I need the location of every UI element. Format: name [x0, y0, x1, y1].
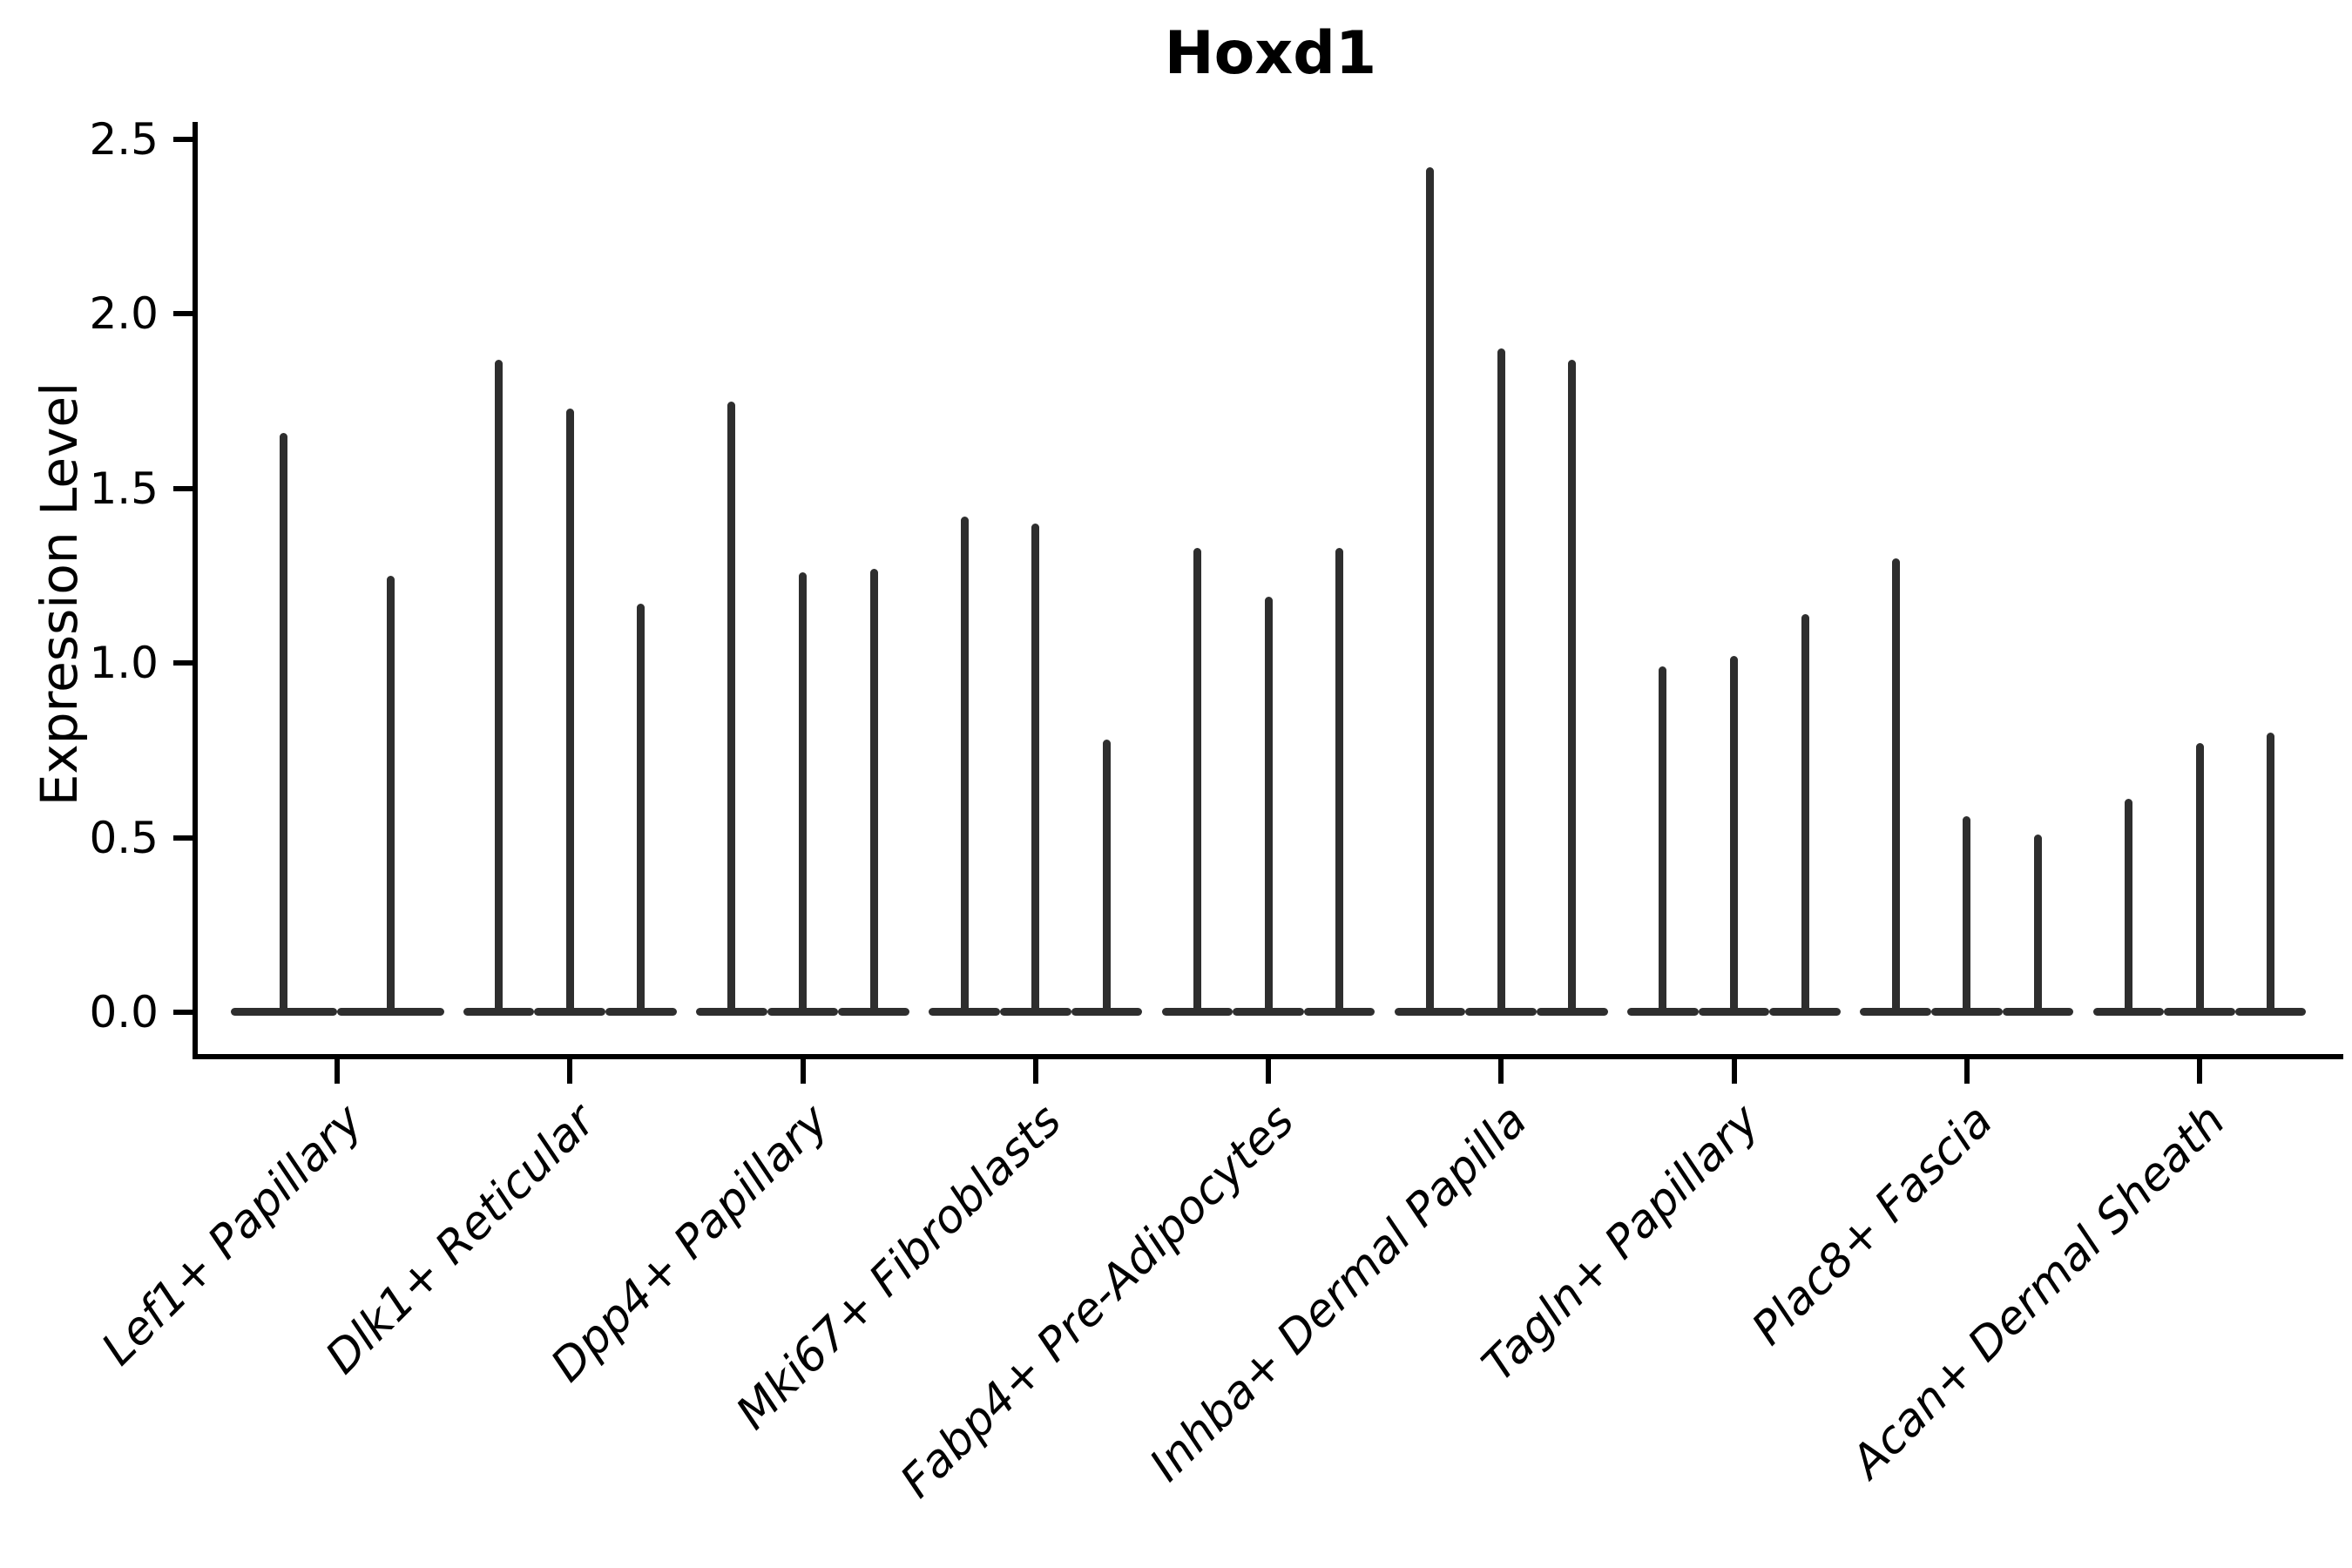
violin-base — [999, 1008, 1071, 1017]
x-tick-mark — [1498, 1059, 1504, 1084]
violin-spike — [799, 571, 807, 1012]
violin-base — [838, 1008, 909, 1017]
violin-base — [1930, 1008, 2003, 1017]
plot-area: 0.0 0.5 1.0 1.5 2.0 2.5 Lef1+ Papillary Dlk1+ R… — [89, 118, 2343, 1508]
violin-spike — [1963, 816, 1971, 1012]
x-tick-mark — [567, 1059, 573, 1084]
violin-spike — [637, 604, 645, 1012]
y-axis-spine — [193, 122, 198, 1059]
violin-base — [1698, 1008, 1770, 1017]
violin-base — [534, 1008, 606, 1017]
x-tick-label: Fabp4+ Pre-Adipocytes — [890, 1094, 1305, 1509]
violin-base — [2234, 1008, 2307, 1017]
violin-spike — [1031, 523, 1040, 1012]
violin-base — [2002, 1008, 2074, 1017]
violin-spike — [1891, 558, 1900, 1012]
violin-spike — [1730, 656, 1738, 1012]
violin-base — [1465, 1008, 1538, 1017]
y-tick-mark — [173, 660, 193, 666]
violin-base — [2164, 1008, 2235, 1017]
x-tick-label: Inhba+ Dermal Papilla — [1139, 1094, 1538, 1492]
y-tick-mark — [173, 311, 193, 317]
violin-spike — [2195, 743, 2204, 1012]
violin-spike — [1335, 547, 1344, 1012]
y-tick-label: 2.5 — [89, 114, 159, 166]
violin-spike — [565, 408, 574, 1012]
violin-base — [1860, 1008, 1931, 1017]
violin-base — [1303, 1008, 1375, 1017]
violin-spike — [1497, 348, 1505, 1012]
x-tick-mark — [1032, 1059, 1038, 1084]
x-tick-mark — [1731, 1059, 1737, 1084]
y-tick-label: 0.0 — [89, 986, 159, 1037]
violin-spike — [869, 568, 878, 1012]
violin-spike — [1426, 167, 1435, 1012]
violin-spike — [1193, 547, 1201, 1012]
violin-spike — [960, 516, 969, 1012]
violin-spike — [1568, 359, 1577, 1012]
y-axis-label: Expression Level — [30, 382, 89, 807]
violin-base — [2092, 1008, 2165, 1017]
y-tick-label: 0.5 — [89, 812, 159, 863]
violin-base — [1233, 1008, 1304, 1017]
violin-base — [605, 1008, 677, 1017]
violin-spike — [280, 432, 288, 1012]
violin-spike — [2267, 733, 2275, 1012]
x-tick-mark — [1963, 1059, 1970, 1084]
violin-spike — [1264, 597, 1273, 1012]
violin-spike — [1659, 666, 1667, 1012]
violin-base — [1537, 1008, 1608, 1017]
chart-title: Hoxd1 — [1164, 19, 1377, 88]
violin-base — [1769, 1008, 1841, 1017]
violin-spike — [2033, 834, 2042, 1012]
x-tick-mark — [2197, 1059, 2202, 1084]
y-tick-label: 1.0 — [89, 638, 159, 689]
violin-spike — [1801, 614, 1809, 1012]
violin-spike — [727, 401, 736, 1012]
violin-spike — [1102, 740, 1111, 1012]
y-tick-mark — [173, 835, 193, 841]
violin-base — [696, 1008, 767, 1017]
violin-base — [1627, 1008, 1699, 1017]
y-tick-mark — [173, 1009, 193, 1015]
violin-base — [1161, 1008, 1233, 1017]
x-tick-mark — [335, 1059, 340, 1084]
violin-spike — [386, 575, 395, 1012]
violin-base — [1394, 1008, 1466, 1017]
x-axis-spine — [193, 1054, 2343, 1059]
violin-spike — [495, 359, 504, 1012]
y-tick-mark — [173, 485, 193, 491]
x-tick-label: Acan+ Dermal Sheath — [1842, 1094, 2236, 1489]
violin-base — [929, 1008, 1000, 1017]
x-tick-mark — [800, 1059, 806, 1084]
y-tick-label: 1.5 — [89, 463, 159, 514]
y-tick-mark — [173, 137, 193, 143]
violin-base — [1071, 1008, 1143, 1017]
x-tick-mark — [1266, 1059, 1271, 1084]
violin-spike — [2124, 799, 2132, 1012]
violin-base — [337, 1008, 444, 1017]
x-tick-label: Plac8+ Fascia — [1741, 1094, 2003, 1355]
violin-base — [767, 1008, 839, 1017]
violin-base — [463, 1008, 535, 1017]
violin-base — [230, 1008, 337, 1017]
y-tick-label: 2.0 — [89, 288, 159, 340]
